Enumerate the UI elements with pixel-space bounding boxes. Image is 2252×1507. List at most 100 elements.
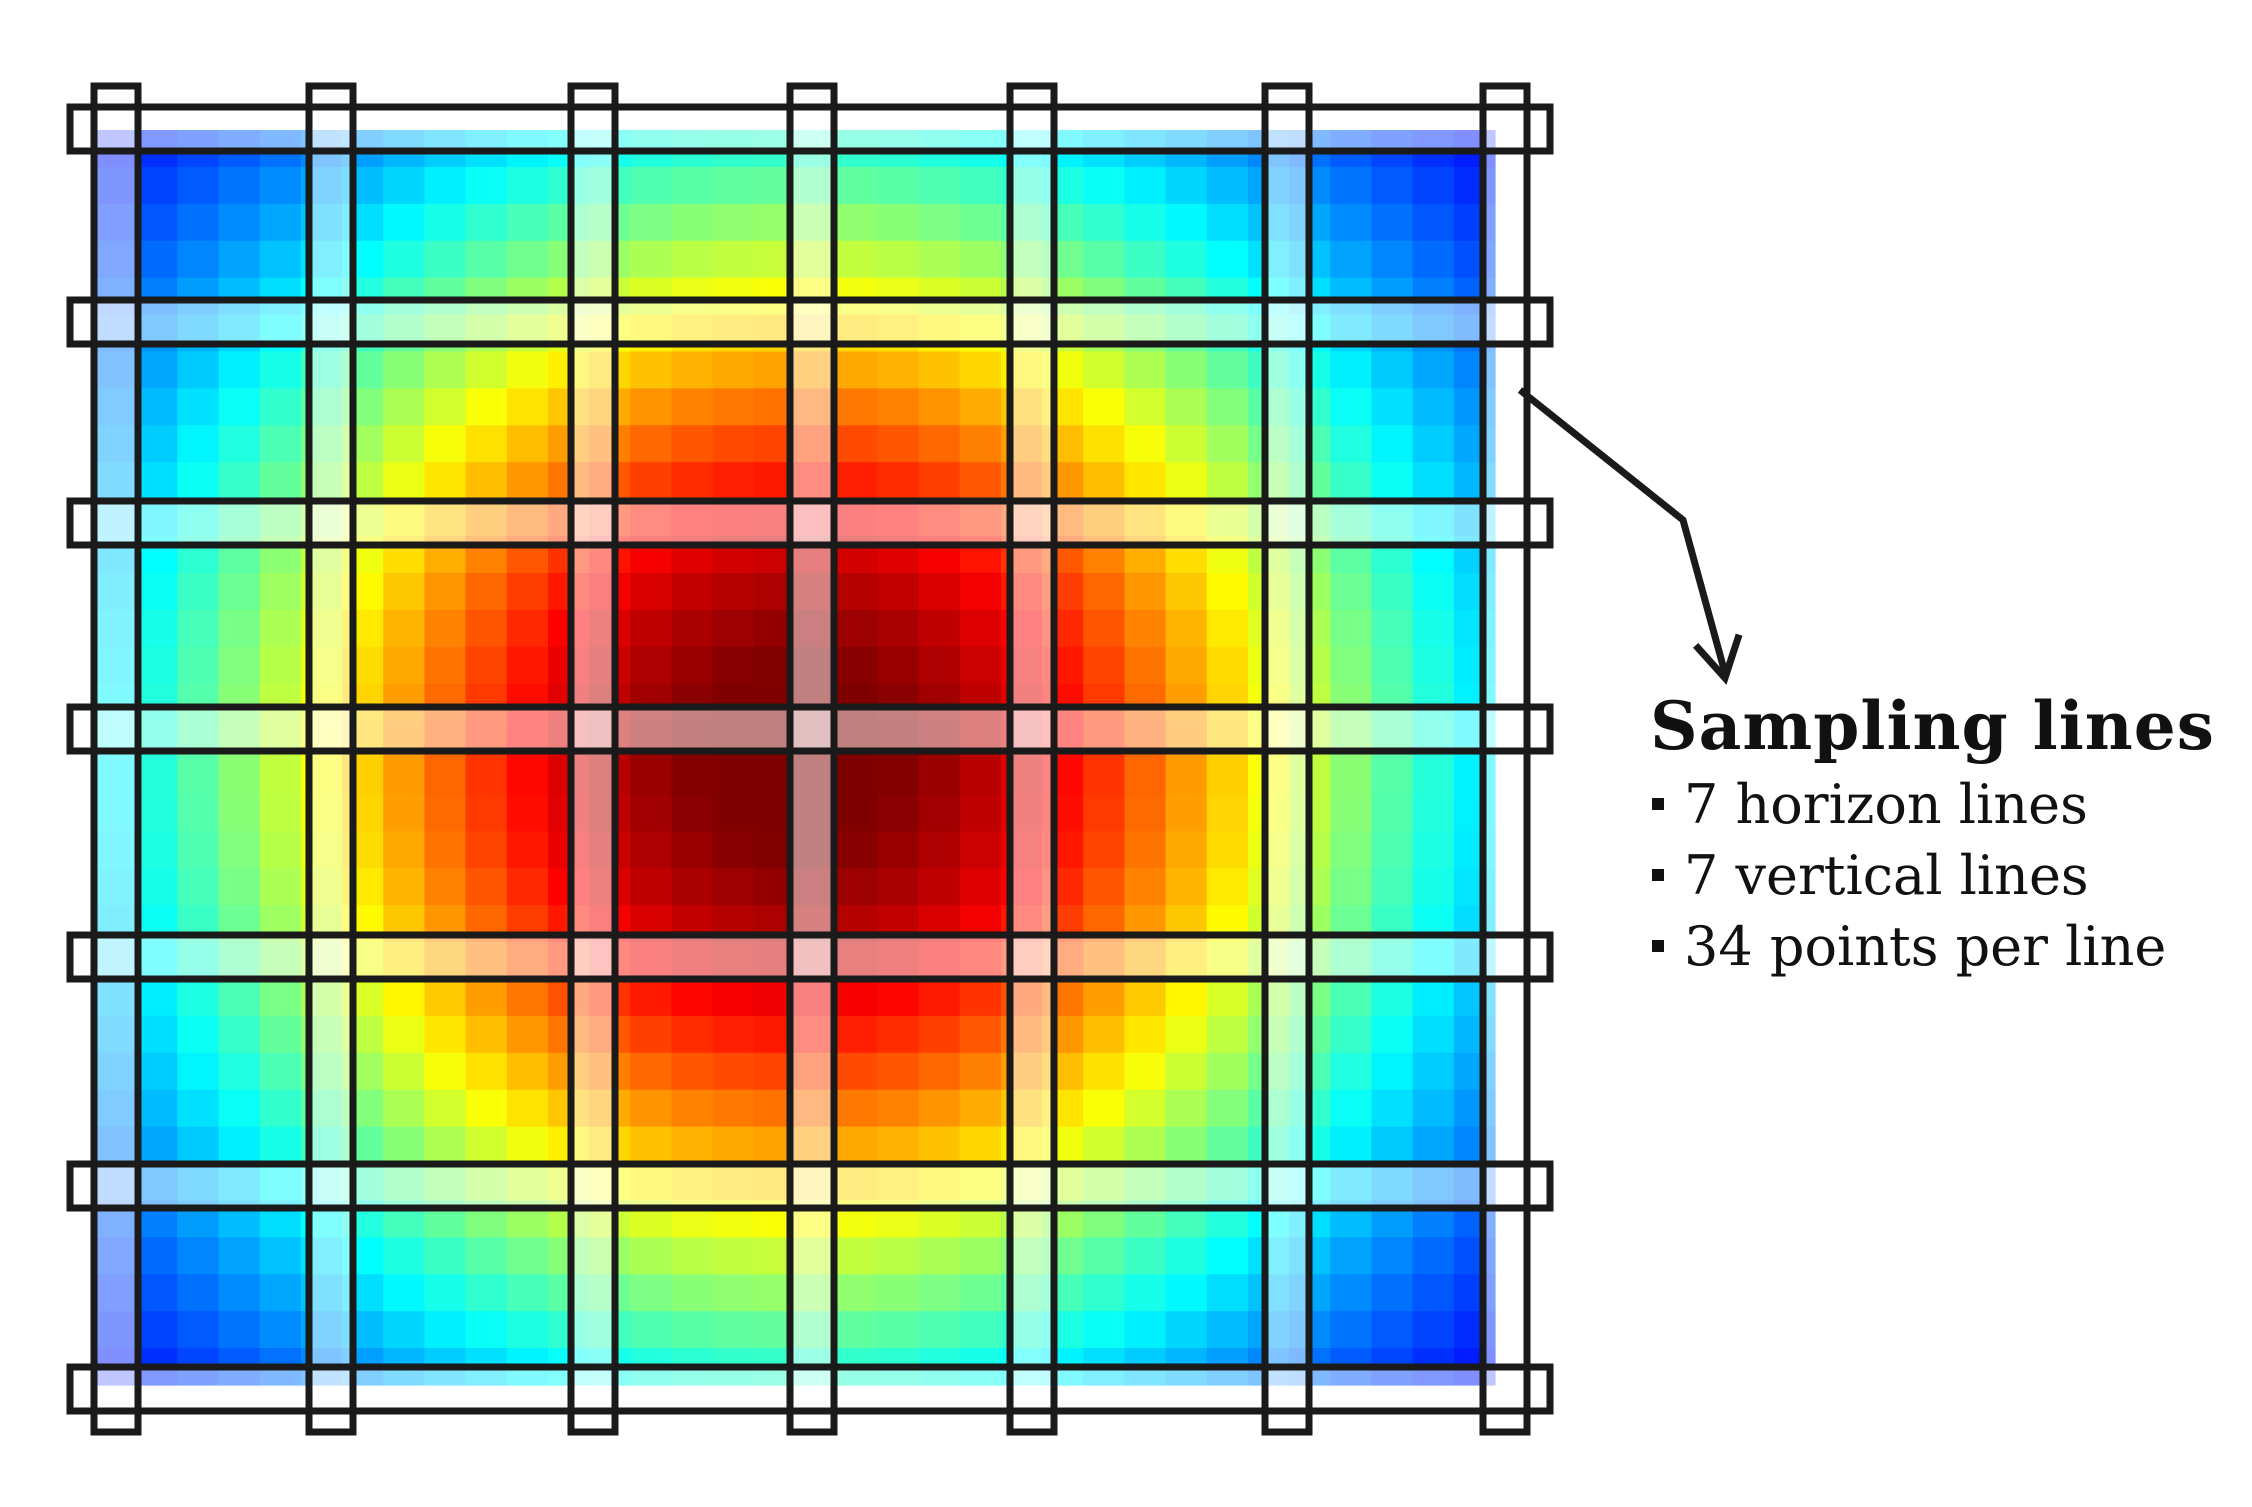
heatmap-cell — [383, 1015, 426, 1054]
heatmap-cell — [1206, 1052, 1249, 1091]
heatmap-cell — [506, 1126, 549, 1165]
vertical-sampling-line — [1006, 82, 1058, 1436]
heatmap-cell — [506, 794, 549, 832]
heatmap-cell — [671, 1274, 714, 1312]
heatmap-cell — [1330, 794, 1373, 832]
heatmap-cell — [959, 831, 1002, 869]
heatmap-cell — [877, 388, 920, 426]
heatmap-cell — [836, 646, 878, 685]
heatmap-cell — [1412, 166, 1455, 205]
heatmap-cell — [630, 203, 673, 242]
heatmap-cell — [465, 1237, 508, 1275]
legend-item-label: 7 horizon lines — [1684, 772, 2088, 836]
heatmap-cell — [465, 868, 508, 906]
heatmap-cell — [959, 1015, 1002, 1054]
heatmap-cell — [630, 1126, 673, 1165]
heatmap-cell — [877, 609, 920, 648]
heatmap-cell — [218, 1311, 261, 1349]
heatmap-cell — [136, 1274, 178, 1312]
heatmap-cell — [218, 351, 261, 389]
heatmap-cell — [671, 166, 714, 205]
heatmap-cell — [1165, 609, 1208, 648]
heatmap-cell — [506, 572, 549, 611]
heatmap-cell — [259, 462, 302, 500]
heatmap-cell — [424, 351, 467, 389]
horizontal-sampling-line — [66, 497, 1554, 549]
legend-item-label: 34 points per line — [1684, 914, 2167, 978]
heatmap-cell — [465, 572, 508, 611]
heatmap-cell — [1124, 1126, 1167, 1165]
heatmap-cell — [177, 1311, 220, 1349]
heatmap-cell — [836, 1237, 878, 1275]
heatmap-cell — [877, 646, 920, 685]
heatmap-cell — [136, 240, 178, 279]
heatmap-cell — [918, 1126, 961, 1165]
heatmap-cell — [1330, 1052, 1373, 1091]
heatmap-cell — [506, 1052, 549, 1091]
heatmap-cell — [177, 240, 220, 279]
heatmap-cell — [1165, 388, 1208, 426]
heatmap-cell — [1371, 1089, 1414, 1128]
heatmap-cell — [1206, 1311, 1249, 1349]
heatmap-cell — [1165, 1052, 1208, 1091]
heatmap-cell — [959, 240, 1002, 279]
legend-item-label: 7 vertical lines — [1684, 843, 2089, 907]
heatmap-cell — [1330, 572, 1373, 611]
heatmap-cell — [630, 831, 673, 869]
heatmap-cell — [959, 978, 1002, 1017]
heatmap-cell — [383, 388, 426, 426]
legend-item-horizontal: 7 horizon lines — [1650, 769, 2215, 840]
heatmap-cell — [1165, 351, 1208, 389]
heatmap-cell — [877, 240, 920, 279]
heatmap-cell — [465, 462, 508, 500]
heatmap-cell — [671, 1052, 714, 1091]
heatmap-cell — [136, 388, 178, 426]
heatmap-cell — [918, 1089, 961, 1128]
heatmap-cell — [506, 425, 549, 463]
heatmap-cell — [877, 166, 920, 205]
heatmap-cell — [877, 1015, 920, 1054]
heatmap-cell — [671, 388, 714, 426]
heatmap-cell — [1330, 462, 1373, 500]
heatmap-cell — [1412, 1126, 1455, 1165]
heatmap-cell — [1083, 240, 1126, 279]
heatmap-cell — [918, 794, 961, 832]
heatmap-cell — [671, 203, 714, 242]
heatmap-cell — [918, 609, 961, 648]
vertical-sampling-band — [1483, 86, 1527, 1432]
heatmap-cell — [506, 978, 549, 1017]
heatmap-cell — [259, 609, 302, 648]
heatmap-cell — [630, 609, 673, 648]
heatmap-cell — [383, 425, 426, 463]
bullet-icon — [1652, 869, 1664, 882]
heatmap-cell — [259, 240, 302, 279]
heatmap-cell — [1371, 462, 1414, 500]
heatmap-cell — [465, 1274, 508, 1312]
heatmap-cell — [1330, 351, 1373, 389]
heatmap-cell — [424, 462, 467, 500]
sampling-legend: Sampling lines 7 horizon lines 7 vertica… — [1650, 690, 2215, 982]
heatmap-cell — [259, 1052, 302, 1091]
vertical-sampling-line — [90, 82, 142, 1436]
heatmap-cell — [1206, 572, 1249, 611]
heatmap-cell — [1330, 1126, 1373, 1165]
heatmap-cell — [218, 757, 261, 796]
vertical-sampling-band — [309, 86, 353, 1432]
heatmap-cell — [959, 794, 1002, 832]
heatmap-cell — [836, 462, 878, 500]
heatmap-cell — [259, 1274, 302, 1312]
heatmap-cell — [1371, 609, 1414, 648]
heatmap-cell — [259, 978, 302, 1017]
heatmap-cell — [424, 831, 467, 869]
heatmap-cell — [836, 1052, 878, 1091]
heatmap-cell — [1412, 1052, 1455, 1091]
heatmap-cell — [671, 794, 714, 832]
heatmap-cell — [1165, 978, 1208, 1017]
heatmap-cell — [836, 757, 878, 796]
heatmap-cell — [959, 572, 1002, 611]
heatmap-cell — [630, 757, 673, 796]
heatmap-cell — [712, 757, 755, 796]
heatmap-cell — [1124, 1237, 1167, 1275]
heatmap-cell — [259, 1089, 302, 1128]
heatmap-cell — [1371, 794, 1414, 832]
